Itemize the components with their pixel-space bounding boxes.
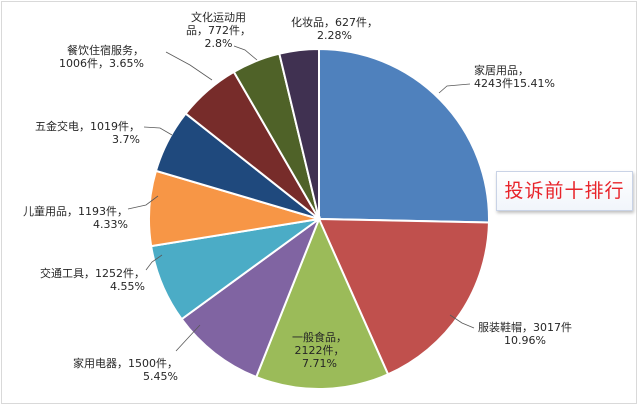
slice-label-ertong-line2: 4.33% bbox=[93, 218, 128, 231]
slice-label-shipin-line2: 2122件， bbox=[294, 344, 345, 357]
slice-label-wenhua-line2: 品，772件， bbox=[186, 24, 251, 37]
slice-label-dianqi-line2: 5.45% bbox=[143, 370, 178, 383]
slice-label-fuzhuang: 服装鞋帽，3017件 10.96% bbox=[478, 321, 572, 347]
leader-lines bbox=[127, 45, 475, 352]
leader-line-5 bbox=[143, 126, 173, 136]
slice-label-wenhua-line1: 文化运动用 bbox=[191, 11, 246, 24]
annotation-box: 投诉前十排行 bbox=[496, 171, 633, 211]
slice-label-jiaotong-line1: 交通工具，1252件， bbox=[40, 267, 145, 280]
leader-line-2 bbox=[175, 324, 201, 352]
slice-label-wujin: 五金交电，1019件， 3.7% bbox=[35, 120, 140, 146]
slice-label-wenhua: 文化运动用 品，772件， 2.8% bbox=[186, 11, 251, 50]
pie-slices bbox=[148, 47, 490, 390]
pie-slice-3 bbox=[180, 216, 322, 379]
slice-label-wujin-line1: 五金交电，1019件， bbox=[35, 120, 140, 133]
pie-slice-1 bbox=[317, 217, 490, 376]
pie-slice-0 bbox=[318, 47, 490, 224]
slice-label-shipin: 一般食品， 2122件， 7.71% bbox=[292, 331, 347, 370]
slice-label-fuzhuang-line1: 服装鞋帽，3017件 bbox=[478, 321, 572, 334]
leader-line-3 bbox=[145, 254, 163, 271]
slice-label-jiaju-line2: 4243件15.41% bbox=[474, 77, 555, 90]
pie-slice-2 bbox=[254, 216, 390, 390]
slice-label-huazhuang-line2: 2.28% bbox=[317, 29, 352, 42]
slice-label-huazhuang: 化妆品，627件， 2.28% bbox=[291, 16, 378, 42]
slice-label-ertong-line1: 儿童用品，1193件， bbox=[23, 205, 128, 218]
slice-label-huazhuang-line1: 化妆品，627件， bbox=[291, 16, 378, 29]
slice-label-canyin: 餐饮住宿服务， 1006件，3.65% bbox=[59, 44, 144, 70]
slice-label-jiaju-line1: 家居用品， bbox=[474, 64, 529, 77]
leader-line-4 bbox=[127, 195, 159, 210]
slice-label-shipin-line1: 一般食品， bbox=[292, 331, 347, 344]
slice-label-jiaju: 家居用品， 4243件15.41% bbox=[474, 64, 555, 90]
pie-slice-9 bbox=[278, 47, 320, 220]
leader-line-7 bbox=[233, 45, 258, 61]
slice-label-canyin-line2: 1006件，3.65% bbox=[59, 57, 144, 70]
leader-line-6 bbox=[165, 51, 213, 81]
slice-label-jiaotong-line2: 4.55% bbox=[110, 280, 145, 293]
slice-label-dianqi-line1: 家用电器，1500件， bbox=[73, 357, 178, 370]
slice-label-canyin-line1: 餐饮住宿服务， bbox=[67, 44, 144, 57]
slice-label-wujin-line2: 3.7% bbox=[112, 133, 140, 146]
slice-label-jiaotong: 交通工具，1252件， 4.55% bbox=[40, 267, 145, 293]
leader-line-1 bbox=[449, 314, 475, 329]
slice-label-dianqi: 家用电器，1500件， 5.45% bbox=[73, 357, 178, 383]
slice-label-shipin-line3: 7.71% bbox=[302, 357, 337, 370]
leader-line-0 bbox=[438, 83, 471, 94]
slice-label-wenhua-line3: 2.8% bbox=[204, 37, 233, 50]
slice-label-fuzhuang-line2: 10.96% bbox=[504, 334, 546, 347]
slice-label-ertong: 儿童用品，1193件， 4.33% bbox=[23, 205, 128, 231]
